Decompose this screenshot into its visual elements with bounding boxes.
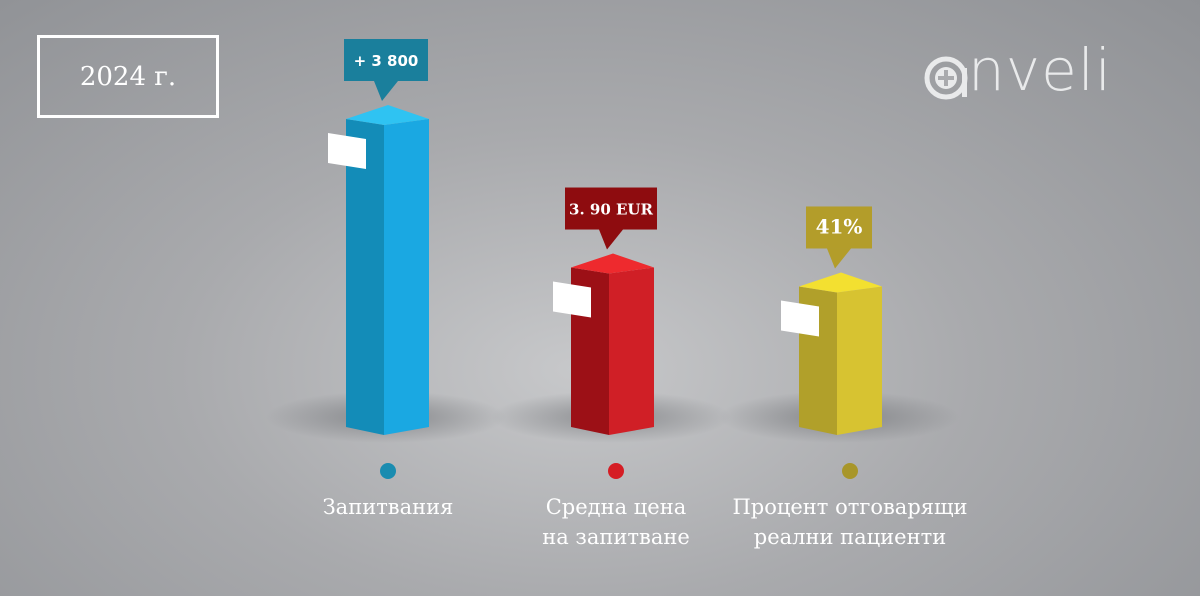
value-label-3: 41% [816, 214, 863, 238]
logo-text: nveli [968, 36, 1112, 104]
value-label-pointer-2 [599, 229, 623, 250]
category-dot-3 [842, 463, 858, 479]
value-label-1: + 3 800 [354, 52, 419, 70]
bar-top-1 [346, 105, 429, 125]
bar-tag-2 [553, 281, 591, 318]
bar-tag-3 [781, 300, 819, 337]
bar-3 [837, 286, 882, 435]
value-label-pointer-1 [374, 81, 398, 101]
bar-top-3 [799, 272, 882, 293]
category-dot-2 [608, 463, 624, 479]
year-label: 2024 г. [79, 61, 177, 92]
category-label-line: реални пациенти [753, 525, 947, 549]
bar-top-2 [571, 253, 654, 274]
value-label-box-1 [344, 39, 428, 81]
bar-1 [384, 119, 429, 435]
category-label-3: Процент отговарящи реални пациенти [700, 492, 1000, 552]
value-label-pointer-3 [827, 248, 851, 269]
category-label-line: на запитване [542, 525, 690, 549]
category-dot-1 [380, 463, 396, 479]
category-label-2: Средна цена на запитване [466, 492, 766, 552]
value-label-2: 3. 90 EUR [569, 201, 653, 219]
bar-side-1 [346, 119, 384, 435]
plus-circle-icon [924, 56, 968, 100]
category-label-1: Запитвания [238, 492, 538, 522]
bar-tag-1 [328, 133, 366, 169]
category-label-line: Процент отговарящи [732, 495, 968, 519]
brand-logo: nveli [922, 36, 1162, 106]
category-label-line: Запитвания [322, 495, 454, 519]
year-label-box: 2024 г. [37, 35, 219, 118]
bar-2 [609, 267, 654, 435]
value-label-box-2 [565, 187, 657, 230]
category-label-line: Средна цена [545, 495, 687, 519]
value-label-box-3 [806, 206, 872, 249]
